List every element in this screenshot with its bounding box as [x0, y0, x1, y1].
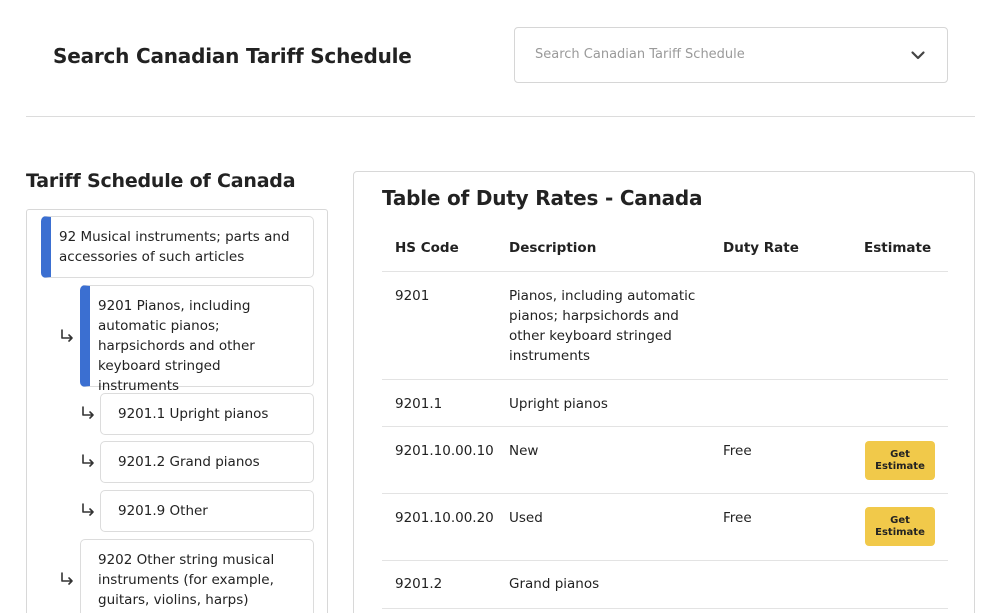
tree-node-label: 9201.1 Upright pianos — [118, 406, 269, 422]
table-row-divider — [382, 426, 948, 427]
tree-node-label: 9201.9 Other — [118, 503, 208, 519]
row-hs-code: 9201.10.00.10 — [395, 443, 494, 459]
child-arrow-icon — [82, 503, 94, 516]
tariff-tree-panel: 92 Musical instruments; parts and access… — [26, 209, 328, 613]
tree-title: Tariff Schedule of Canada — [26, 170, 296, 192]
duty-rates-card: Table of Duty Rates - Canada HS Code Des… — [353, 171, 975, 613]
tree-node-chapter-92[interactable]: 92 Musical instruments; parts and access… — [41, 216, 314, 278]
tree-node-label: 92 Musical instruments; parts and access… — [59, 229, 290, 265]
child-arrow-icon — [61, 572, 73, 585]
child-arrow-icon — [82, 454, 94, 467]
row-description: Pianos, including automatic pianos; harp… — [509, 288, 696, 364]
child-arrow-icon — [82, 406, 94, 419]
get-estimate-button[interactable]: Get Estimate — [865, 507, 935, 546]
table-row-divider — [382, 493, 948, 494]
row-description: New — [509, 443, 539, 459]
tree-node-9201[interactable]: 9201 Pianos, including automatic pianos;… — [80, 285, 314, 394]
chevron-down-icon[interactable] — [909, 46, 927, 64]
tariff-search-dropdown[interactable]: Search Canadian Tariff Schedule — [514, 27, 948, 83]
row-hs-code: 9201.1 — [395, 396, 443, 412]
row-hs-code: 9201.2 — [395, 576, 443, 592]
page-title: Search Canadian Tariff Schedule — [53, 44, 412, 68]
row-duty-rate: Free — [723, 443, 752, 459]
table-row-divider — [382, 608, 948, 609]
tree-node-9201-9[interactable]: 9201.9 Other — [100, 490, 314, 532]
tree-node-label: 9202 Other string musical instruments (f… — [98, 552, 275, 608]
get-estimate-button[interactable]: Get Estimate — [865, 441, 935, 480]
rates-title: Table of Duty Rates - Canada — [382, 186, 703, 210]
tree-node-label: 9201.2 Grand pianos — [118, 454, 260, 470]
header-row-divider — [382, 271, 948, 272]
row-description: Upright pianos — [509, 396, 608, 412]
column-header-duty-rate: Duty Rate — [723, 240, 799, 256]
header-divider — [26, 116, 975, 117]
table-row-divider — [382, 379, 948, 380]
table-row-divider — [382, 560, 948, 561]
search-placeholder: Search Canadian Tariff Schedule — [535, 47, 745, 62]
column-header-hs-code: HS Code — [395, 240, 459, 256]
row-description: Grand pianos — [509, 576, 600, 592]
tree-node-label: 9201 Pianos, including automatic pianos;… — [98, 298, 255, 394]
tree-node-9201-2[interactable]: 9201.2 Grand pianos — [100, 441, 314, 483]
child-arrow-icon — [61, 329, 73, 342]
row-duty-rate: Free — [723, 510, 752, 526]
row-description: Used — [509, 510, 543, 526]
tree-node-9201-1[interactable]: 9201.1 Upright pianos — [100, 393, 314, 435]
tree-node-9202[interactable]: 9202 Other string musical instruments (f… — [80, 539, 314, 613]
column-header-estimate: Estimate — [864, 240, 932, 256]
column-header-description: Description — [509, 240, 597, 256]
row-hs-code: 9201 — [395, 288, 430, 304]
row-hs-code: 9201.10.00.20 — [395, 510, 494, 526]
